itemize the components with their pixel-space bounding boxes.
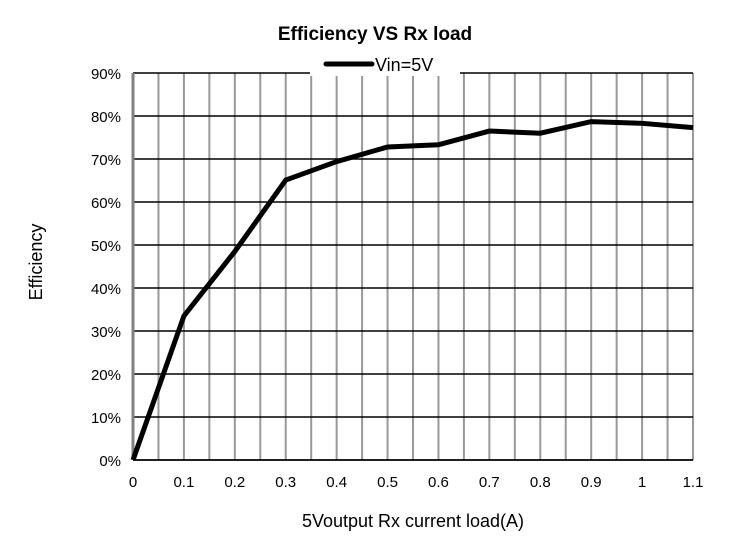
legend-background bbox=[310, 54, 460, 76]
series-line-vin-5v bbox=[130, 119, 694, 461]
x-tick-label: 1.1 bbox=[683, 474, 704, 491]
x-tick-label: 1 bbox=[638, 474, 646, 491]
x-tick-label: 0.5 bbox=[377, 474, 398, 491]
y-tick-label: 30% bbox=[91, 324, 121, 341]
x-tick-label: 0.4 bbox=[326, 474, 347, 491]
y-tick-label: 50% bbox=[91, 238, 121, 255]
y-tick-label: 80% bbox=[91, 109, 121, 126]
x-axis-label: 5Voutput Rx current load(A) bbox=[302, 511, 524, 531]
y-tick-label: 60% bbox=[91, 195, 121, 212]
x-tick-label: 0 bbox=[129, 474, 137, 491]
y-tick-label: 0% bbox=[99, 453, 121, 470]
legend-label: Vin=5V bbox=[375, 55, 433, 75]
x-tick-label: 0.8 bbox=[530, 474, 551, 491]
y-tick-label: 40% bbox=[91, 281, 121, 298]
x-tick-label: 0.7 bbox=[479, 474, 500, 491]
legend: Vin=5V bbox=[310, 54, 460, 76]
x-tick-label: 0.3 bbox=[275, 474, 296, 491]
chart-title: Efficiency VS Rx load bbox=[278, 24, 472, 45]
x-tick-label: 0.2 bbox=[224, 474, 245, 491]
y-tick-label: 90% bbox=[91, 66, 121, 83]
y-tick-label: 70% bbox=[91, 152, 121, 169]
x-tick-label: 0.1 bbox=[173, 474, 194, 491]
x-tick-label: 0.6 bbox=[428, 474, 449, 491]
y-tick-label: 20% bbox=[91, 367, 121, 384]
x-tick-label: 0.9 bbox=[581, 474, 602, 491]
y-axis-label: Efficiency bbox=[26, 224, 46, 301]
y-tick-label: 10% bbox=[91, 410, 121, 427]
